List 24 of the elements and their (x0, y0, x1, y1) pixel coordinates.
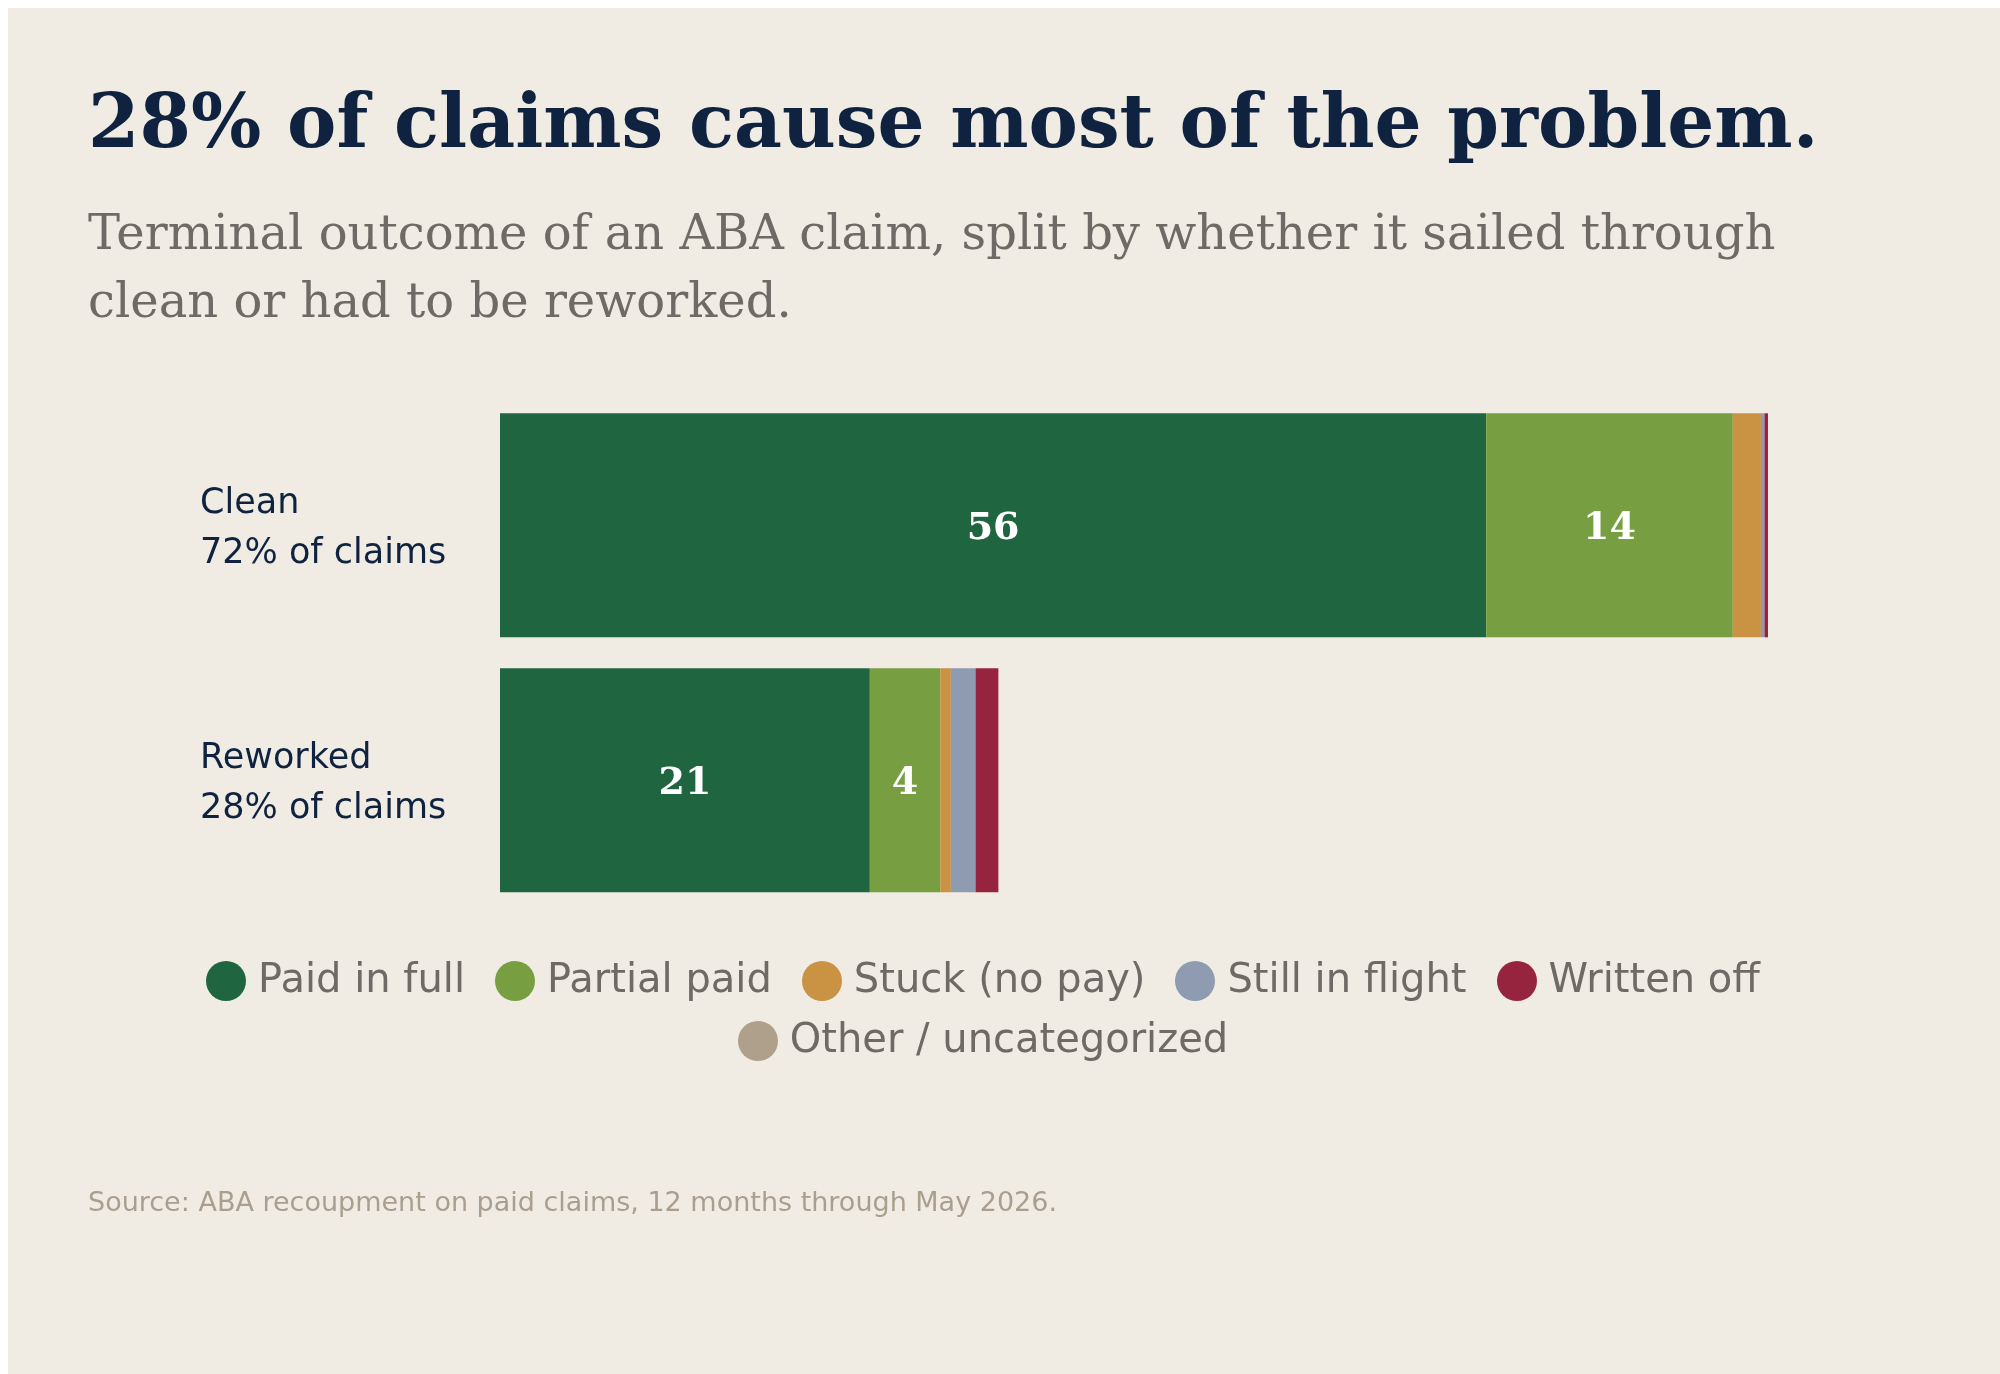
data-label: 21 (658, 757, 712, 803)
bar (1732, 413, 1761, 638)
chart-title: 28% of claims cause most of the problem. (88, 78, 1819, 164)
data-label: 4 (891, 757, 919, 803)
source-note: Source: ABA recoupment on paid claims, 12 months through May 2026. (88, 1186, 1058, 1217)
y-tick-label: Reworked 28% of claims (200, 735, 447, 826)
bar (500, 668, 870, 893)
bar (500, 413, 1487, 638)
bar (950, 668, 976, 893)
legend-label: Other / uncategorized (789, 1015, 1229, 1061)
legend-label: Stuck (no pay) (853, 955, 1146, 1001)
bar (869, 668, 941, 893)
y-tick-label: Clean 72% of claims (200, 480, 447, 571)
legend-label: Written off (1548, 955, 1760, 1001)
bar (940, 668, 951, 893)
bar (1486, 413, 1733, 638)
bar (1764, 413, 1768, 638)
data-label: 56 (966, 502, 1020, 548)
legend-label: Paid in full (258, 955, 465, 1001)
legend-label: Partial paid (547, 955, 772, 1001)
data-label: 14 (1583, 502, 1636, 548)
chart-subtitle: Terminal outcome of an ABA claim, split by whether it sailed through clean or had to be reworked. (88, 203, 1777, 330)
bar (975, 668, 999, 893)
legend-label: Still in flight (1227, 955, 1467, 1001)
